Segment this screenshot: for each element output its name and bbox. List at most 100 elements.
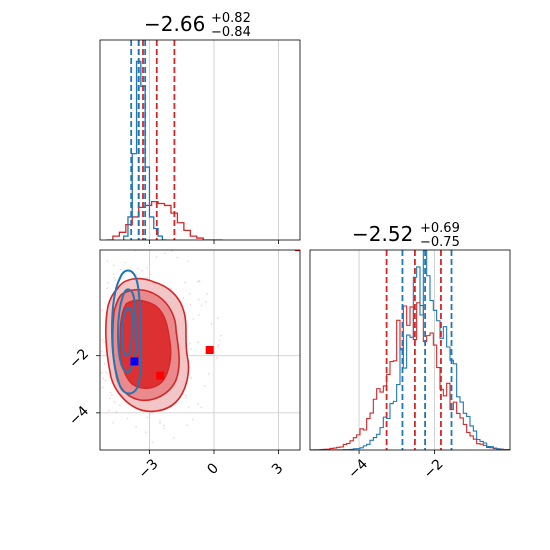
right-xtick-label-1: −2 <box>421 456 447 482</box>
scatter-dot <box>104 379 107 382</box>
scatter-dot <box>106 287 109 290</box>
scatter-dot <box>146 276 149 279</box>
scatter-dot <box>86 310 88 312</box>
scatter-dot <box>80 341 82 343</box>
scatter-dot <box>159 419 161 422</box>
scatter-dot <box>190 348 192 350</box>
scatter-dot <box>169 287 172 290</box>
scatter-dot <box>140 269 143 272</box>
right-marginal-title: −2.52 +0.69 −0.75 <box>352 221 460 250</box>
marker-2 <box>205 346 214 354</box>
truth-markers <box>130 250 300 380</box>
scatter-dot <box>206 293 208 295</box>
scatter-dot <box>215 356 218 359</box>
scatter-dot <box>210 322 213 325</box>
scatter-dot <box>186 260 189 263</box>
scatter-dot <box>135 426 138 428</box>
scatter-dot <box>86 345 88 347</box>
scatter-dot <box>163 427 165 430</box>
scatter-dot <box>182 297 185 300</box>
joint-ytick-label-1: −4 <box>66 403 92 429</box>
scatter-dot <box>103 362 106 365</box>
scatter-dot <box>121 277 124 279</box>
scatter-dot <box>119 268 122 271</box>
scatter-dot <box>110 393 113 396</box>
top-marginal-ticks <box>149 240 279 244</box>
scatter-dot <box>106 260 109 262</box>
scatter-dot <box>126 417 129 420</box>
top-marginal-histograms <box>106 60 223 240</box>
right-marginal-histograms <box>310 250 510 450</box>
scatter-dot <box>149 413 151 416</box>
scatter-dot <box>198 280 201 282</box>
scatter-dot <box>101 338 104 341</box>
scatter-dot <box>162 424 165 427</box>
scatter-dot <box>190 376 193 379</box>
scatter-dot <box>188 342 191 345</box>
blue-contours <box>110 269 142 395</box>
scatter-dot <box>86 365 88 367</box>
scatter-dot <box>197 298 200 301</box>
right-marginal-grid <box>358 250 435 450</box>
marker-0 <box>130 357 139 366</box>
scatter-dot <box>176 256 179 259</box>
right-marginal-frame <box>309 249 511 451</box>
scatter-dot <box>85 308 87 310</box>
scatter-dot <box>136 267 139 270</box>
scatter-dot <box>109 391 112 394</box>
scatter-dot <box>198 314 200 316</box>
scatter-dot <box>155 256 158 258</box>
scatter-dot <box>154 246 156 248</box>
joint-panel: −3 0 3 −2 −4 <box>66 246 301 482</box>
scatter-dot <box>93 413 95 415</box>
title-minus-1: −0.84 <box>211 25 251 40</box>
joint-xtick-label-2: 3 <box>269 460 287 478</box>
joint-frame <box>99 249 301 451</box>
right-hist-series-1 <box>310 250 510 450</box>
scatter-dot <box>107 281 110 284</box>
title-plus-2: +0.69 <box>420 221 460 236</box>
marker-3 <box>294 250 300 252</box>
scatter-dot <box>197 341 199 344</box>
scatter-dot <box>184 396 187 399</box>
right-marginal-panel: −4 −2 −2.52 +0.69 −0.75 <box>309 221 511 482</box>
top-marginal-quantile-lines <box>130 40 176 240</box>
scatter-dot <box>112 421 115 424</box>
scatter-dot <box>217 345 219 348</box>
scatter-dot <box>115 410 118 413</box>
title-plus-1: +0.82 <box>211 11 251 26</box>
scatter-dot <box>188 293 191 295</box>
scatter-dot <box>146 416 149 419</box>
scatter-dot <box>79 381 81 383</box>
scatter-dot <box>92 316 94 318</box>
scatter-dot <box>102 377 105 380</box>
scatter-dot <box>186 424 189 427</box>
scatter-dot <box>135 274 138 276</box>
blue-contour-inner <box>116 288 138 374</box>
scatter-dot <box>101 386 104 389</box>
scatter-dot <box>220 334 222 337</box>
scatter-dot <box>218 339 221 342</box>
scatter-dot <box>92 319 94 321</box>
scatter-dot <box>217 344 220 346</box>
scatter-dot <box>204 301 207 303</box>
scatter-dot <box>103 341 106 343</box>
scatter-dot <box>159 422 161 424</box>
joint-contours <box>79 246 300 444</box>
scatter-dot <box>109 397 111 400</box>
scatter-dot <box>93 372 95 374</box>
top-marginal-grid <box>149 40 279 240</box>
scatter-dot <box>92 316 94 318</box>
scatter-dot <box>185 394 187 397</box>
scatter-dot <box>112 277 115 279</box>
scatter-dot <box>207 373 210 375</box>
top-hist-series-0 <box>106 200 223 240</box>
title-minus-2: −0.75 <box>420 235 460 250</box>
scatter-dot <box>216 317 219 320</box>
scatter-dot <box>144 431 147 434</box>
scatter-dot <box>101 309 103 312</box>
scatter-dot <box>88 346 90 348</box>
scatter-dot <box>124 261 127 264</box>
scatter-dot <box>113 264 115 267</box>
